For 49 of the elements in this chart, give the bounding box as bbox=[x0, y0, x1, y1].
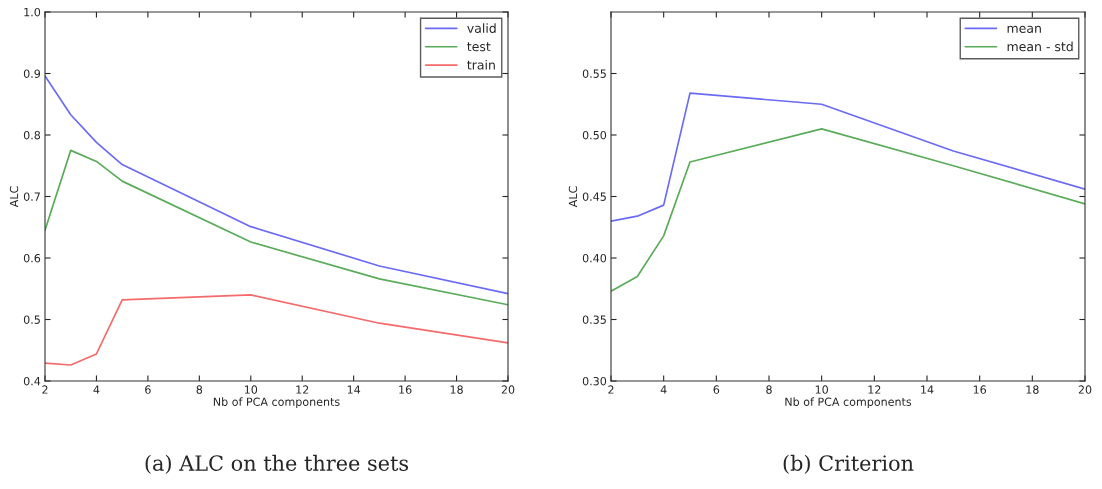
y-tick-label: 0.35 bbox=[582, 315, 606, 324]
x-tick-label: 20 bbox=[1078, 385, 1092, 394]
x-tick-label: 12 bbox=[868, 385, 881, 394]
y-tick-label: 0.30 bbox=[582, 376, 607, 386]
y-tick-label: 1.0 bbox=[24, 7, 41, 17]
x-tick-label: 4 bbox=[93, 385, 100, 394]
y-tick-label: 0.5 bbox=[23, 315, 40, 324]
y-tick-label: 0.45 bbox=[582, 192, 606, 201]
y-tick-label: 0.9 bbox=[23, 69, 41, 78]
x-axis-title: Nb of PCA components bbox=[213, 397, 340, 409]
legend-label: mean bbox=[1007, 25, 1041, 33]
x-tick-label: 18 bbox=[1026, 385, 1039, 394]
x-tick-label: 10 bbox=[244, 385, 258, 394]
x-tick-label: 8 bbox=[766, 385, 772, 394]
text: (b) Criterion bbox=[783, 454, 914, 474]
x-tick-label: 20 bbox=[501, 385, 515, 394]
x-tick-label: 6 bbox=[713, 385, 720, 394]
line-series bbox=[611, 128, 1085, 293]
y-tick-label: 0.50 bbox=[582, 130, 607, 140]
x-tick-label: 12 bbox=[296, 385, 309, 394]
line-series bbox=[45, 75, 508, 295]
y-tick-label: 0.4 bbox=[23, 376, 41, 386]
y-tick-label: 0.8 bbox=[23, 130, 41, 140]
y-tick-label: 0.6 bbox=[23, 253, 41, 263]
legend-label: valid bbox=[467, 23, 496, 33]
x-tick-label: 6 bbox=[145, 385, 151, 394]
x-tick-label: 14 bbox=[347, 385, 361, 394]
line-series bbox=[45, 294, 508, 366]
y-tick-label: 0.40 bbox=[582, 253, 607, 263]
x-tick-label: 4 bbox=[660, 385, 667, 394]
text: (a) ALC on the three sets bbox=[145, 454, 409, 474]
x-axis-title: Nb of PCA components bbox=[785, 397, 912, 409]
x-tick-label: 18 bbox=[450, 385, 463, 394]
x-tick-label: 2 bbox=[608, 385, 614, 394]
x-tick-label: 14 bbox=[921, 385, 934, 394]
x-tick-label: 10 bbox=[815, 385, 828, 394]
y-axis-title: ALC bbox=[9, 186, 19, 208]
line-series bbox=[611, 92, 1085, 222]
legend-label: train bbox=[467, 59, 495, 70]
x-tick-label: 16 bbox=[399, 385, 412, 394]
line-series bbox=[45, 149, 508, 306]
legend-label: mean - std bbox=[1007, 41, 1073, 52]
x-tick-label: 8 bbox=[196, 385, 203, 394]
y-tick-label: 0.7 bbox=[23, 192, 40, 201]
y-tick-label: 0.55 bbox=[582, 69, 606, 78]
x-tick-label: 16 bbox=[973, 385, 987, 394]
legend-label: test bbox=[467, 42, 491, 52]
y-axis-title: ALC bbox=[568, 186, 578, 208]
x-tick-label: 2 bbox=[42, 385, 48, 394]
